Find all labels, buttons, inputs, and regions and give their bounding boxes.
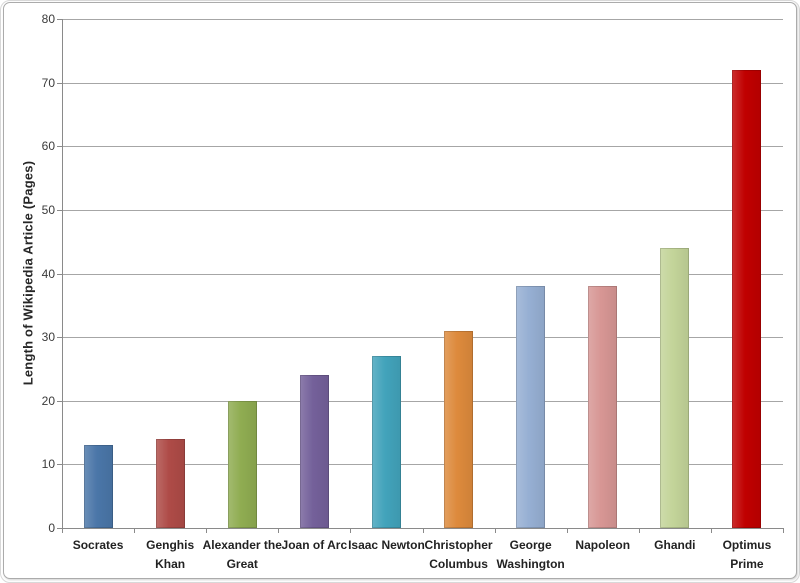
bar [732, 69, 762, 528]
y-gridline [62, 337, 783, 339]
bar [83, 445, 113, 528]
x-tick-mark [783, 528, 784, 533]
y-tick-label: 20 [41, 393, 55, 408]
y-tick-label: 0 [48, 521, 55, 535]
bar [371, 356, 401, 528]
chart-frame: Length of Wikipedia Article (Pages) 0 10 2… [3, 2, 797, 579]
category-label: Genghis Khan [146, 538, 195, 571]
category-label: Optimus Prime [722, 538, 772, 571]
y-tick-mark [57, 209, 62, 211]
y-tick-mark [57, 528, 62, 529]
bar [444, 330, 474, 528]
category-label: Socrates [72, 538, 124, 552]
category-label: Joan of Arc [281, 538, 348, 552]
category-label: Ghandi [654, 538, 696, 552]
category-label: Alexander the Great [202, 538, 282, 571]
y-tick-mark [57, 337, 62, 339]
x-tick-mark [494, 528, 496, 533]
y-tick-label: 60 [41, 139, 55, 154]
y-gridline [62, 464, 783, 466]
bar [155, 438, 185, 528]
category-label: Isaac Newton [348, 538, 425, 552]
bar [588, 286, 618, 528]
x-tick-mark [278, 528, 280, 533]
bar [516, 286, 546, 528]
y-tick-label: 40 [41, 266, 55, 281]
x-tick-mark [350, 528, 352, 533]
y-tick-mark [57, 464, 62, 466]
y-gridline [62, 19, 783, 20]
y-tick-mark [57, 82, 62, 84]
y-gridline [62, 273, 783, 275]
x-tick-mark [134, 528, 136, 533]
x-tick-mark [638, 528, 640, 533]
y-tick-label: 80 [41, 12, 55, 26]
y-tick-label: 10 [41, 457, 55, 472]
y-tick-label: 50 [41, 202, 55, 217]
y-tick-mark [57, 400, 62, 402]
x-tick-mark [422, 528, 424, 533]
y-gridline [62, 146, 783, 148]
category-label: Napoleon [575, 538, 631, 552]
x-tick-mark [566, 528, 568, 533]
x-axis-line [62, 528, 784, 529]
bar-chart: Length of Wikipedia Article (Pages) 0 10 2… [4, 3, 796, 578]
bar [299, 375, 329, 528]
x-tick-mark [62, 528, 63, 533]
x-tick-mark [206, 528, 208, 533]
y-tick-label: 70 [41, 75, 55, 90]
y-gridline [62, 82, 783, 84]
y-gridline [62, 400, 783, 402]
y-tick-mark [57, 19, 62, 20]
category-label: George Washington [496, 538, 565, 571]
y-gridline [62, 209, 783, 211]
y-tick-label: 30 [41, 330, 55, 345]
bar [227, 400, 257, 528]
y-tick-mark [57, 273, 62, 275]
x-tick-mark [710, 528, 712, 533]
bar [660, 248, 690, 528]
y-tick-mark [57, 146, 62, 148]
y-axis-line [62, 19, 63, 528]
category-label: Christopher Columbus [424, 538, 493, 571]
